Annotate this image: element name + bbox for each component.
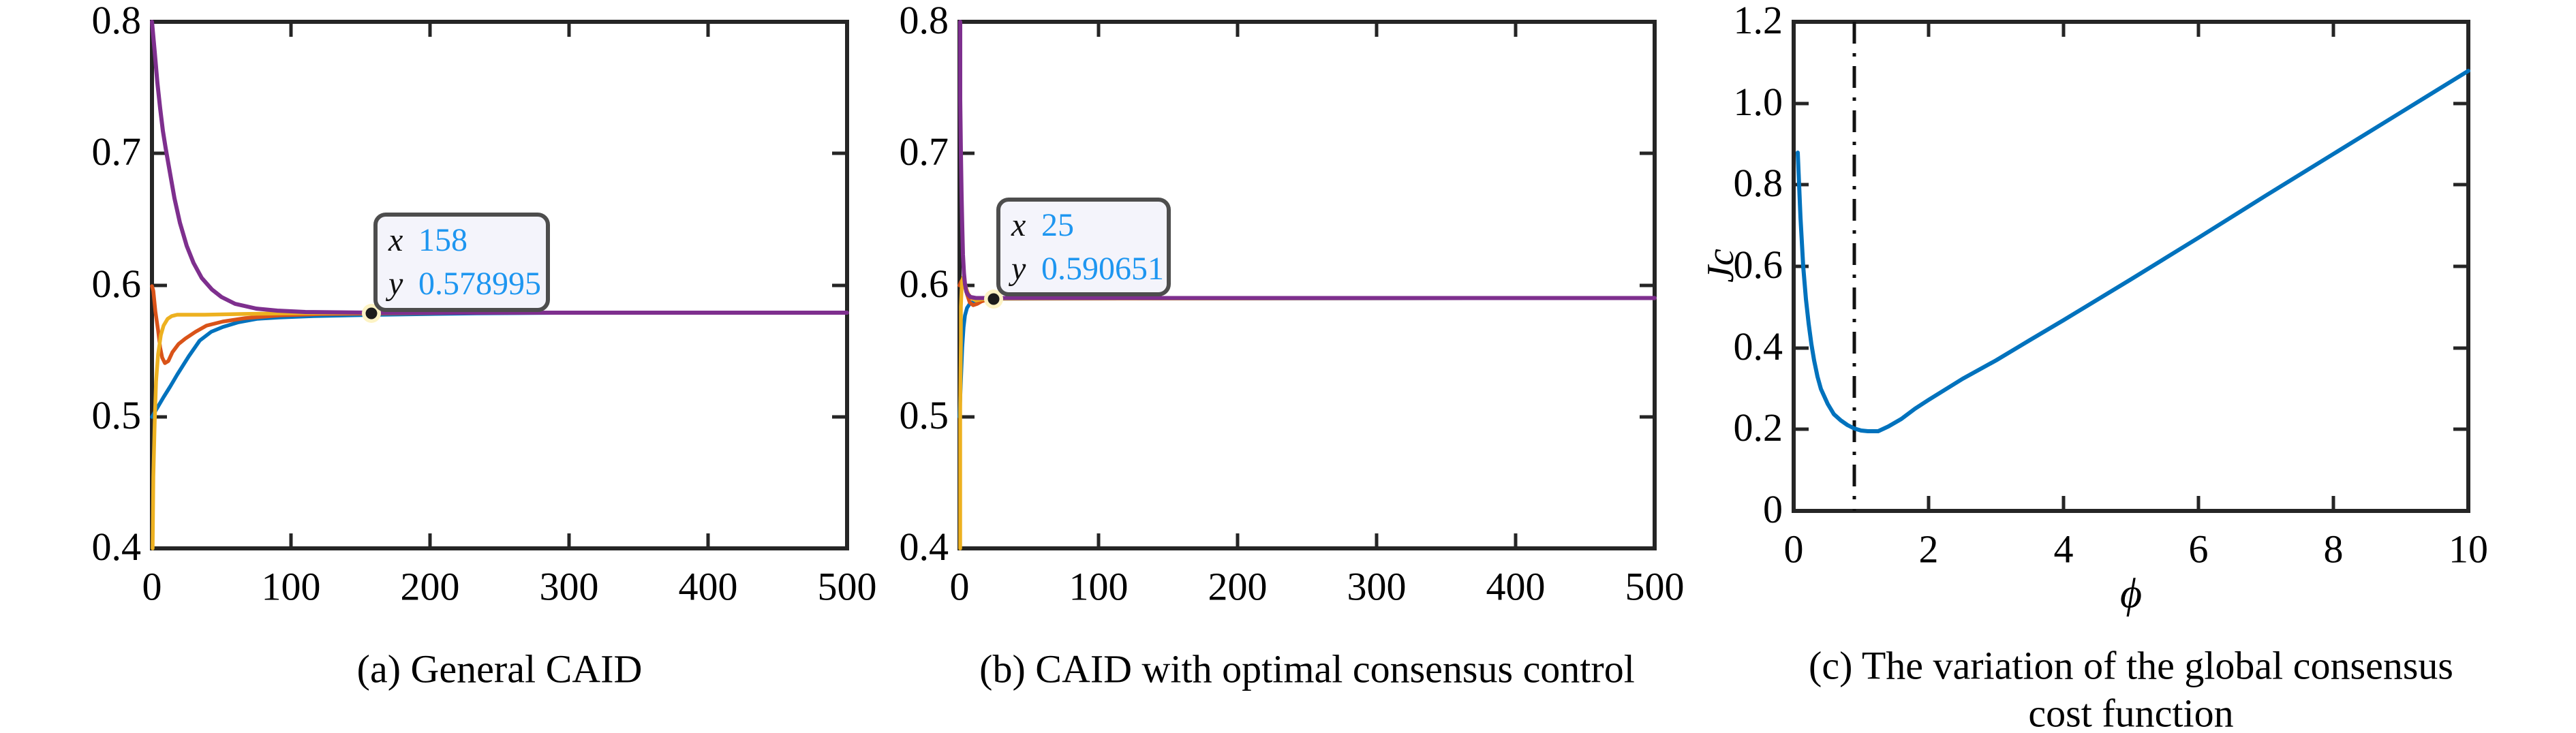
panel-b-ytick-label: 0.4 <box>899 524 949 569</box>
panel-b-xtick-label: 300 <box>1347 564 1407 609</box>
panel-a-ytick-label: 0.8 <box>91 0 142 42</box>
datatip-y-label: y <box>388 266 403 302</box>
datatip-y-row: y 0.578995 <box>388 264 546 304</box>
datatip-y-row: y 0.590651 <box>1011 249 1167 289</box>
panel-b-ytick-label: 0.6 <box>899 261 949 306</box>
panel-c-xtick-label: 10 <box>2449 527 2488 572</box>
panel-a-xtick-label: 300 <box>539 564 599 609</box>
panel-c-xtick-label: 2 <box>1918 527 1939 572</box>
panel-a-curve-purple[interactable] <box>150 20 849 315</box>
panel-c-xtick-label: 4 <box>2053 527 2074 572</box>
panel-b-xtick-label: 0 <box>949 564 970 609</box>
panel-a-caption: (a) General CAID <box>356 646 643 691</box>
panel-c-caption-line1: (c) The variation of the global consensu… <box>1809 643 2453 688</box>
panel-c-ytick-label: 1.2 <box>1733 0 1783 42</box>
datatip-y-label: y <box>1011 250 1026 287</box>
panel-c-xtick-label: 8 <box>2323 527 2344 572</box>
panel-b-datatip-marker[interactable] <box>984 290 1003 309</box>
panel-b-ytick-label: 0.7 <box>899 129 949 174</box>
panel-b-ytick-label: 0.5 <box>899 392 949 437</box>
panel-c-y-axis-label: Jc <box>1700 249 1742 283</box>
panel-b-curve-blue[interactable] <box>957 296 1657 419</box>
panel-a-xtick-label: 100 <box>261 564 321 609</box>
panel-a-datatip-marker[interactable] <box>362 304 381 323</box>
panel-b-ytick-label: 0.8 <box>899 0 949 42</box>
panel-a-curve-blue[interactable] <box>150 311 849 419</box>
panel-c-x-axis-label: ϕ <box>2119 570 2143 617</box>
panel-c-cost-curve[interactable] <box>1796 69 2470 433</box>
datatip-y-value: 0.590651 <box>1041 250 1164 287</box>
panel-a-ytick-label: 0.7 <box>91 129 142 174</box>
panel-c-axes-box <box>1792 20 2470 513</box>
datatip-x-value: 25 <box>1041 206 1074 243</box>
panel-c-ytick-label: 0.8 <box>1733 160 1783 205</box>
panel-a-ytick-label: 0.4 <box>91 524 142 569</box>
panel-a-xtick-label: 500 <box>817 564 877 609</box>
panel-b-xtick-label: 500 <box>1625 564 1685 609</box>
panel-a-xtick-label: 200 <box>400 564 460 609</box>
panel-a-ytick-label: 0.5 <box>91 392 142 437</box>
panel-a-xtick-label: 400 <box>678 564 738 609</box>
datatip-x-label: x <box>388 222 403 258</box>
panel-b-curve-yellow[interactable] <box>958 275 1657 550</box>
panel-c-ytick-label: 0.6 <box>1733 242 1783 287</box>
panel-b-xtick-label: 200 <box>1208 564 1268 609</box>
panel-c-caption-line2: cost function <box>2028 691 2234 733</box>
panel-b-caption: (b) CAID with optimal consensus control <box>979 646 1635 691</box>
panel-c-ytick-label: 0 <box>1763 486 1783 531</box>
datatip-x-row: x 25 <box>1011 206 1167 245</box>
panel-b-xtick-label: 100 <box>1069 564 1129 609</box>
panel-a-ticks <box>152 22 847 548</box>
panel-c-ytick-label: 1.0 <box>1733 79 1783 124</box>
panel-c-xtick-label: 6 <box>2188 527 2209 572</box>
panel-b-curve-purple[interactable] <box>958 20 1657 300</box>
panel-b-datatip[interactable]: x 25 y 0.590651 <box>996 198 1171 296</box>
panel-c-ytick-label: 0.4 <box>1733 324 1783 369</box>
datatip-x-row: x 158 <box>388 221 546 260</box>
panel-a-curve-yellow[interactable] <box>151 311 849 550</box>
panel-a-ytick-label: 0.6 <box>91 261 142 306</box>
datatip-y-value: 0.578995 <box>418 266 541 302</box>
datatip-x-label: x <box>1011 206 1026 243</box>
panel-a-xtick-label: 0 <box>142 564 162 609</box>
panel-c-xtick-label: 0 <box>1783 527 1804 572</box>
panel-b-xtick-label: 400 <box>1486 564 1546 609</box>
panel-c-ytick-label: 0.2 <box>1733 405 1783 450</box>
panel-c-ticks <box>1794 22 2468 511</box>
panel-a-datatip[interactable]: x 158 y 0.578995 <box>373 213 550 312</box>
datatip-x-value: 158 <box>418 222 467 258</box>
